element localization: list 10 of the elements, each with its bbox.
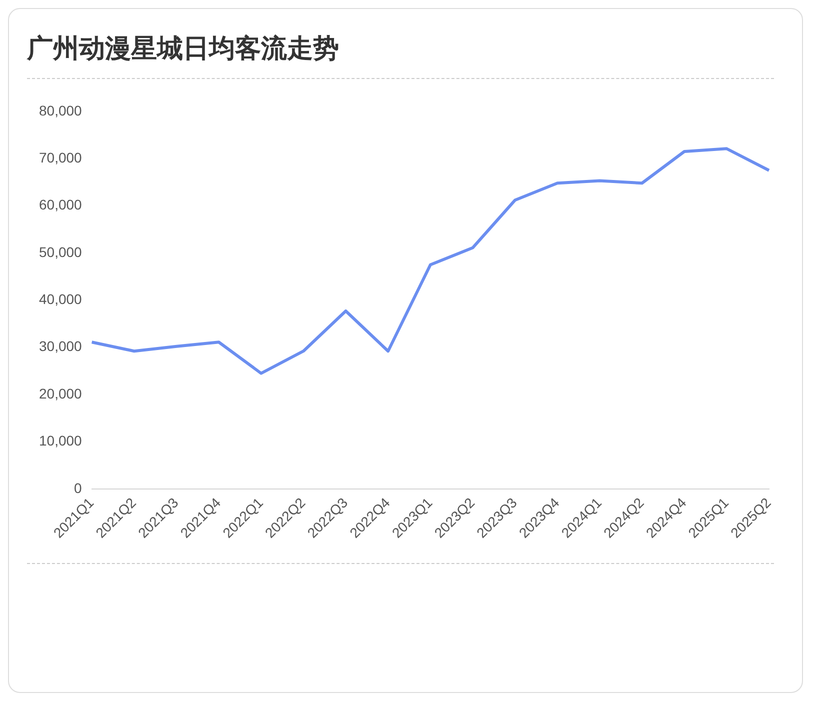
y-tick-label: 40,000 xyxy=(38,291,82,308)
y-tick-label: 30,000 xyxy=(38,338,82,354)
y-tick-label: 10,000 xyxy=(38,432,82,449)
y-tick-label: 20,000 xyxy=(38,385,82,402)
y-tick-label: 0 xyxy=(74,480,82,496)
y-tick-label: 50,000 xyxy=(38,244,82,260)
y-tick-label: 80,000 xyxy=(38,102,82,118)
y-tick-label: 70,000 xyxy=(38,149,82,166)
chart-title: 广州动漫星城日均客流走势 xyxy=(27,9,774,79)
y-tick-label: 60,000 xyxy=(38,196,82,213)
